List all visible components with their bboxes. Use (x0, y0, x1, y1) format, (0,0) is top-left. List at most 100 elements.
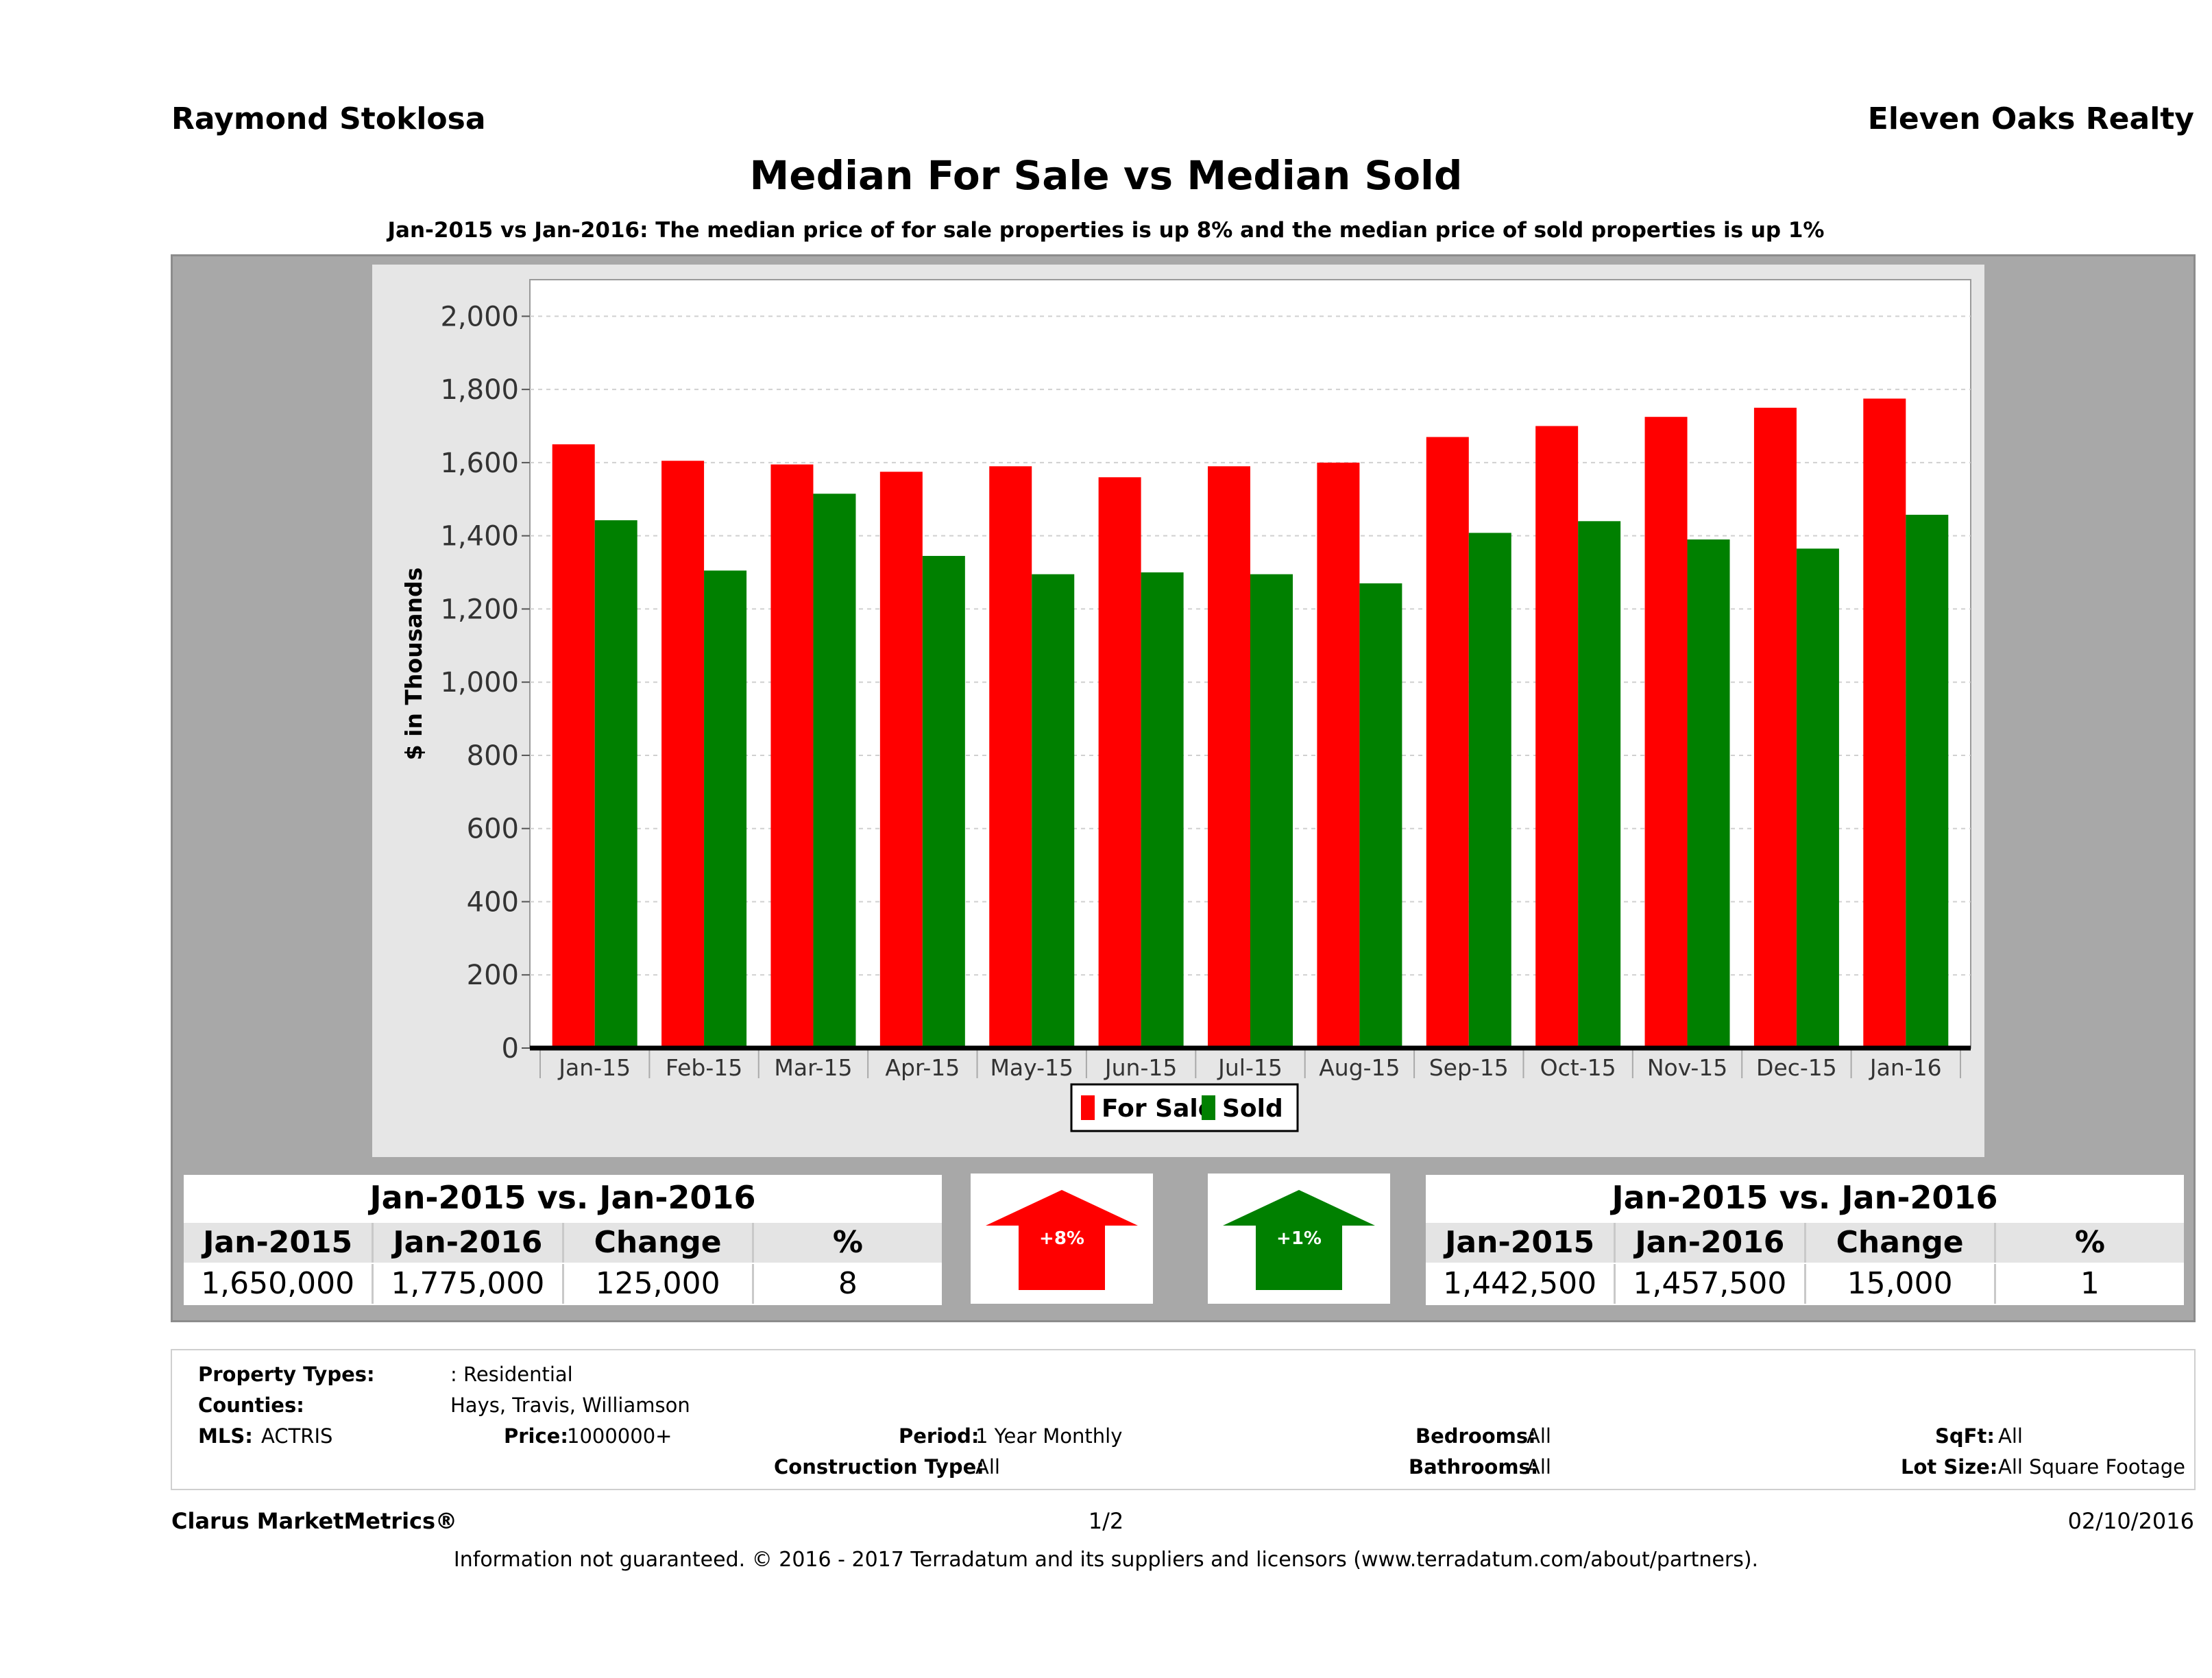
value-jan-2016: 1,775,000 (374, 1264, 564, 1304)
period-label: Period: (899, 1424, 980, 1448)
x-tick-label: Feb-15 (666, 1054, 742, 1081)
sold-summary-title: Jan-2015 vs. Jan-2016 (1612, 1179, 1998, 1216)
x-tick-label: Sep-15 (1429, 1054, 1509, 1081)
y-tick-label: 400 (467, 886, 519, 918)
y-tick-label: 1,000 (440, 667, 519, 698)
chart-title: Median For Sale vs Median Sold (749, 152, 1463, 199)
period-value: 1 Year Monthly (975, 1424, 1123, 1448)
legend-for-sale-swatch (1081, 1095, 1095, 1120)
x-tick-label: Aug-15 (1319, 1054, 1400, 1081)
y-tick-label: 2,000 (440, 301, 519, 332)
report-date: 02/10/2016 (2067, 1508, 2194, 1534)
sold-bar (1578, 521, 1621, 1048)
sqft-value: All (1998, 1424, 2023, 1448)
mls-value: ACTRIS (261, 1424, 333, 1448)
x-tick-label: Jun-15 (1104, 1054, 1177, 1081)
for-sale-bar (1753, 407, 1797, 1048)
header-jan-2016: Jan-2016 (1616, 1223, 1806, 1263)
sold-bar (922, 556, 965, 1048)
for-sale-summary-row: 1,650,000 1,775,000 125,000 8 (184, 1264, 942, 1304)
header-percent: % (832, 1225, 863, 1260)
sold-change-label: +1% (1276, 1228, 1322, 1249)
sold-bar (1141, 572, 1184, 1048)
sold-bar (813, 494, 856, 1048)
legend-sold-label: Sold (1222, 1095, 1283, 1123)
footer-brand: Clarus MarketMetrics® (171, 1508, 458, 1534)
counties-label: Counties: (198, 1394, 304, 1417)
lot-size-value: All Square Footage (1998, 1455, 2186, 1479)
y-tick-label: 200 (467, 960, 519, 991)
sold-summary-panel: Jan-2015 vs. Jan-2016 Jan-2015 Jan-2016 … (1426, 1175, 2184, 1305)
value-jan-2015: 1,650,000 (184, 1264, 374, 1304)
bar-chart: 0 200 400 600 800 1,000 1,200 1,400 1,600 1,800 2,… (400, 279, 1971, 1132)
for-sale-bar (1317, 462, 1360, 1048)
for-sale-bar (1208, 466, 1250, 1048)
chart-subtitle: Jan-2015 vs Jan-2016: The median price o… (387, 218, 1825, 243)
header-jan-2015: Jan-2015 (184, 1223, 374, 1263)
value-change: 125,000 (564, 1264, 754, 1304)
y-tick-label: 1,200 (440, 594, 519, 625)
company-name: Eleven Oaks Realty (1867, 101, 2194, 136)
mls-label: MLS: (198, 1424, 253, 1448)
construction-type-value: All (975, 1455, 1000, 1479)
value-percent: 8 (838, 1266, 858, 1301)
counties-value: Hays, Travis, Williamson (450, 1394, 690, 1417)
sold-bar (1032, 574, 1075, 1048)
header-change: Change (1806, 1223, 1996, 1263)
header-change: Change (564, 1223, 754, 1263)
for-sale-bar (1535, 426, 1579, 1048)
for-sale-change-label: +8% (1039, 1228, 1084, 1249)
value-percent: 1 (2080, 1266, 2100, 1301)
price-label: Price: (504, 1424, 568, 1448)
legend-box (1070, 1083, 1299, 1132)
for-sale-bar (879, 472, 923, 1048)
x-tick-label: Dec-15 (1756, 1054, 1837, 1081)
bedrooms-label: Bedrooms: (1415, 1424, 1536, 1448)
for-sale-bar (1426, 437, 1469, 1048)
for-sale-bar (552, 444, 595, 1048)
legend-sold-swatch (1202, 1095, 1215, 1120)
x-tick-label: Nov-15 (1647, 1054, 1727, 1081)
for-sale-bar (1863, 398, 1906, 1048)
search-criteria-box: Property Types: : Residential Counties: … (171, 1349, 2196, 1490)
lot-size-label: Lot Size: (1901, 1455, 1998, 1479)
up-arrow-icon (986, 1190, 1138, 1290)
page-number: 1/2 (1088, 1508, 1124, 1534)
y-tick-label: 1,800 (440, 374, 519, 406)
sold-bar (1250, 574, 1293, 1048)
for-sale-summary-title: Jan-2015 vs. Jan-2016 (369, 1179, 756, 1216)
x-tick-label: Oct-15 (1540, 1054, 1616, 1081)
for-sale-bar (770, 464, 814, 1048)
y-axis-label: $ in Thousands (400, 568, 427, 761)
disclaimer: Information not guaranteed. © 2016 - 201… (453, 1548, 1759, 1572)
sold-bar (1468, 533, 1511, 1048)
header-jan-2016: Jan-2016 (374, 1223, 564, 1263)
bathrooms-value: All (1527, 1455, 1551, 1479)
sold-bar (1906, 514, 1949, 1048)
property-types-label: Property Types: (198, 1363, 375, 1386)
value-jan-2016: 1,457,500 (1616, 1264, 1806, 1304)
x-tick-label: Jan-16 (1869, 1054, 1942, 1081)
for-sale-change-box: +8% (971, 1174, 1153, 1304)
x-tick-label: Mar-15 (774, 1054, 852, 1081)
for-sale-bar (1098, 477, 1141, 1048)
for-sale-bar (989, 466, 1032, 1048)
sold-bar (1796, 548, 1839, 1048)
price-value: 1000000+ (567, 1424, 672, 1448)
x-tick-label: Apr-15 (885, 1054, 960, 1081)
for-sale-bar (1644, 417, 1688, 1048)
sold-bar (704, 570, 747, 1048)
bedrooms-value: All (1527, 1424, 1551, 1448)
up-arrow-icon (1223, 1190, 1375, 1290)
y-tick-label: 1,400 (440, 521, 519, 552)
x-tick-label: Jan-15 (557, 1054, 631, 1081)
x-tick-label: Jul-15 (1217, 1054, 1283, 1081)
y-tick-label: 1,600 (440, 448, 519, 479)
y-tick-label: 600 (467, 814, 519, 845)
y-tick-label: 0 (502, 1033, 519, 1065)
legend-for-sale-label: For Sale (1102, 1095, 1215, 1123)
agent-name: Raymond Stoklosa (171, 101, 486, 136)
sold-summary-row: 1,442,500 1,457,500 15,000 1 (1426, 1264, 2184, 1304)
sold-bar (594, 520, 637, 1048)
construction-type-label: Construction Type: (774, 1455, 984, 1479)
